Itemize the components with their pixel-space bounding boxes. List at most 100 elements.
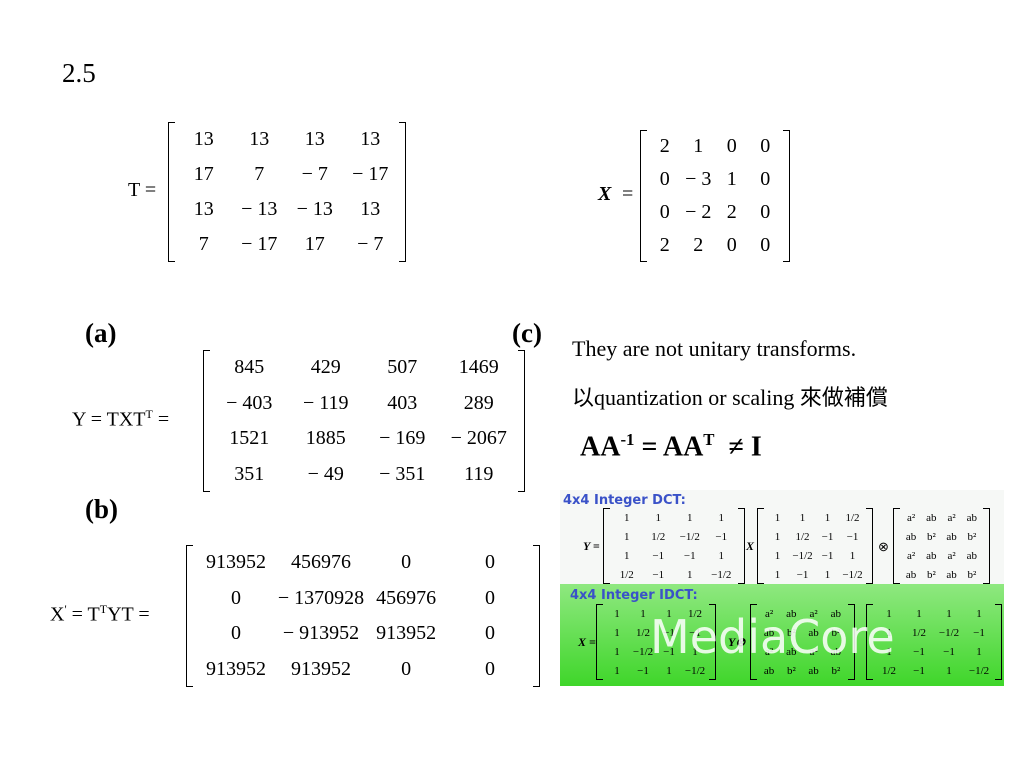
cell: −1/2 xyxy=(679,530,700,543)
cell: b² xyxy=(926,530,936,543)
cell: ab xyxy=(946,568,957,581)
cell: 0 xyxy=(726,234,737,256)
cell: − 17 xyxy=(241,233,278,255)
cell: 1 xyxy=(946,607,952,620)
cell: 0 xyxy=(230,622,241,645)
cell: 0 xyxy=(401,551,412,574)
cell: 0 xyxy=(485,551,496,574)
cell: 1885 xyxy=(305,427,346,450)
cell: 1 xyxy=(916,607,922,620)
eq-text: AA xyxy=(580,431,621,463)
bracket xyxy=(783,130,790,262)
bracket xyxy=(399,122,406,262)
cell: 1 xyxy=(774,549,781,562)
eq-text: = AA xyxy=(641,431,704,463)
cell: − 7 xyxy=(357,233,384,255)
cell: 0 xyxy=(485,657,496,680)
cell: ab xyxy=(926,511,937,524)
matrix: 1 1 1 1 1 1/2 −1/2 −1 1 −1 −1 1 1/2 −1 1 −1/2 xyxy=(603,508,745,584)
cell: − 913952 xyxy=(282,622,360,645)
cell: 1 xyxy=(624,549,630,562)
cell: 1 xyxy=(774,568,781,581)
matrix-grid: 1 1 1 1/2 1 1/2 −1 −1 1 −1/2 −1 1 1 −1 1 −1/2 xyxy=(765,508,865,584)
cell: 13 xyxy=(360,198,381,220)
cell: 1 xyxy=(614,664,620,677)
cell: 119 xyxy=(464,462,494,485)
label: X = xyxy=(578,635,596,649)
cell: 1/2 xyxy=(635,626,651,639)
cell: 1 xyxy=(693,135,704,157)
cell: 1 xyxy=(640,607,646,620)
cell: −1 xyxy=(663,626,675,639)
cell: 2 xyxy=(693,234,704,256)
cell: 0 xyxy=(760,135,771,157)
eq-text: ≠ I xyxy=(728,431,762,463)
cell: −1 xyxy=(973,626,985,639)
cell: −1 xyxy=(821,549,834,562)
cell: 1 xyxy=(824,568,831,581)
cell: − 351 xyxy=(379,462,426,485)
cell: 1 xyxy=(666,664,672,677)
bracket xyxy=(709,604,716,680)
cell: 1 xyxy=(849,549,856,562)
bracket xyxy=(995,604,1002,680)
cell: ab xyxy=(808,664,819,677)
cell: −1/2 xyxy=(792,549,813,562)
matrix-grid: 1 1 1 1 1 1/2 −1/2 −1 1 −1 −1 1 1/2 −1 1 −1/2 xyxy=(611,508,737,584)
cell: 1 xyxy=(614,607,620,620)
cell: −1 xyxy=(652,549,665,562)
cell: 1/2 xyxy=(881,664,897,677)
cell: 0 xyxy=(485,586,496,609)
cell: a² xyxy=(765,645,774,658)
cell: 17 xyxy=(193,163,214,185)
label: Y = xyxy=(583,539,600,553)
cell: − 13 xyxy=(296,198,333,220)
cell: 1/2 xyxy=(845,511,860,524)
cell: ab xyxy=(786,645,797,658)
cell: 351 xyxy=(234,462,265,485)
eq-sup: -1 xyxy=(620,430,635,449)
bracket xyxy=(518,350,525,492)
matrix: a² ab a² ab ab b² ab b² a² ab a² ab ab b² ab b² xyxy=(750,604,855,680)
cell: 17 xyxy=(304,233,325,255)
cell: − 2 xyxy=(685,201,712,223)
matrix-grid: a² ab a² ab ab b² ab b² a² ab a² ab ab b² ab b² xyxy=(758,604,847,680)
cell: ab xyxy=(926,549,937,562)
cell: 1469 xyxy=(458,356,499,379)
eq-text: X xyxy=(50,603,65,626)
cell: − 3 xyxy=(685,168,712,190)
cell: ab xyxy=(763,626,775,639)
bracket xyxy=(596,604,603,680)
equation: X' = TTYT = xyxy=(50,603,150,625)
cell: 1 xyxy=(976,607,982,620)
cell: 2 xyxy=(659,234,670,256)
matrix-grid: 913952 456976 0 0 0 − 1370928 456976 0 0 − 913952… xyxy=(194,545,532,687)
matrix: 1 1 1 1/2 1 1/2 −1 −1 1 −1/2 −1 1 1 −1 1 −1/2 xyxy=(596,604,716,680)
cell: 13 xyxy=(193,128,214,150)
cell: 1 xyxy=(687,568,693,581)
cell: ab xyxy=(966,511,978,524)
part-label: (b) xyxy=(85,494,118,524)
cell: 1/2 xyxy=(795,530,810,543)
cell: −1 xyxy=(715,530,728,543)
cell: a² xyxy=(907,511,916,524)
cell: 845 xyxy=(234,356,265,379)
cell: a² xyxy=(947,511,956,524)
cell: a² xyxy=(809,645,818,658)
cell: 0 xyxy=(401,657,412,680)
cell: −1/2 xyxy=(938,626,960,639)
equation: Y = TXTT = xyxy=(72,408,169,430)
cell: −1 xyxy=(663,645,675,658)
cell: −1/2 xyxy=(632,645,654,658)
matrix-grid: 1 1 1 1 1 1/2 −1/2 −1 1 −1 −1 1 1/2 −1 1 −1/2 xyxy=(874,604,994,680)
cell: 1 xyxy=(655,511,662,524)
eq-text: = xyxy=(157,408,170,431)
cell: 456976 xyxy=(376,586,437,609)
part-label: (c) xyxy=(512,318,542,348)
cell: ab xyxy=(905,530,917,543)
bracket xyxy=(866,508,873,584)
cell: a² xyxy=(765,607,774,620)
cell: ab xyxy=(946,530,957,543)
matrix: 845 429 507 1469 − 403 − 119 403 289 1521 1885 − 1… xyxy=(203,350,525,492)
